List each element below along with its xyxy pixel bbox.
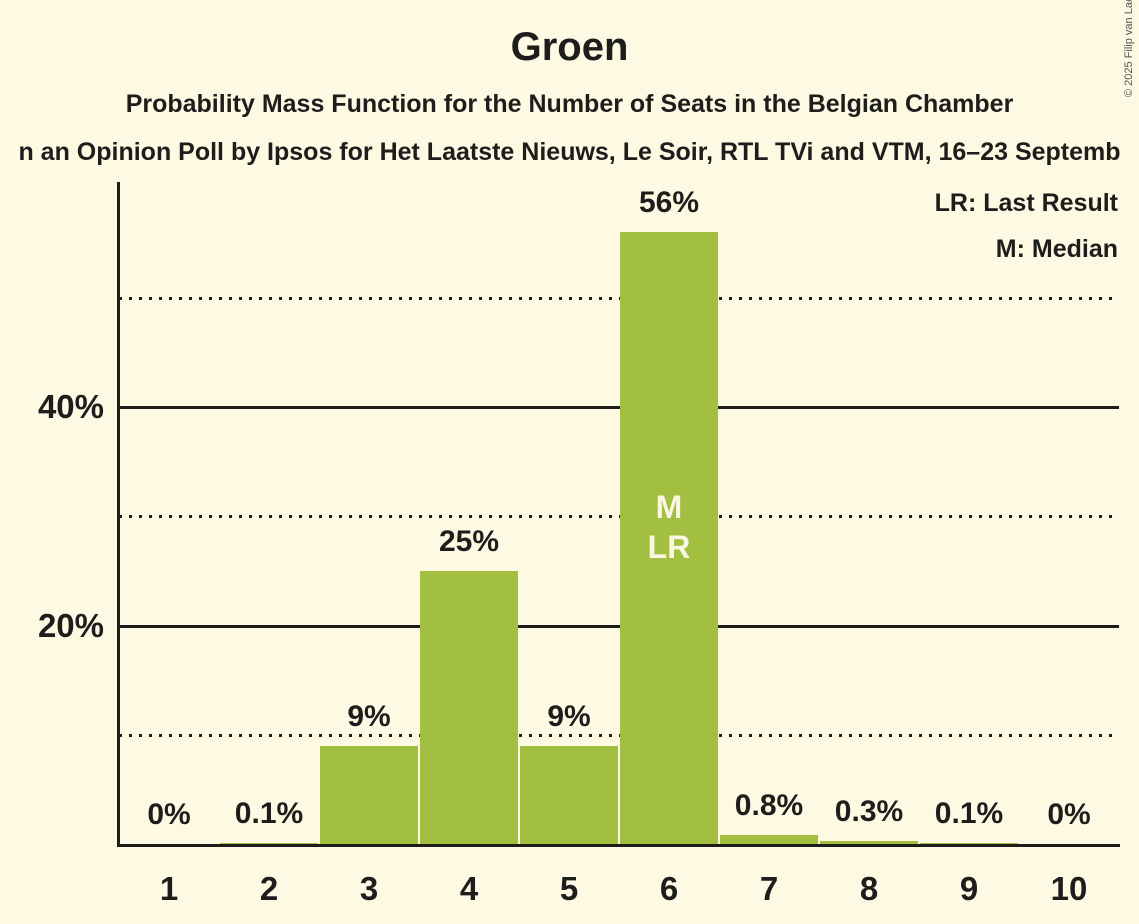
gridline-dotted-50 (119, 297, 1119, 300)
chart-subtitle-source: n an Opinion Poll by Ipsos for Het Laats… (18, 138, 1121, 166)
gridline-dotted-10 (119, 733, 1119, 737)
bar-value-label-6: 56% (638, 186, 700, 219)
bar-annotation-line-m: M (655, 489, 683, 525)
x-axis-tick-2: 2 (259, 870, 279, 907)
x-axis-tick-8: 8 (859, 870, 879, 907)
bar-seats-2 (220, 843, 318, 844)
x-axis-tick-3: 3 (359, 870, 379, 907)
bar-seats-5 (520, 746, 618, 844)
gridline-solid-20 (119, 624, 1119, 628)
chart-title: Groen (510, 25, 629, 69)
legend: LR: Last Result M: Median (935, 180, 1118, 272)
bar-seats-9 (920, 843, 1018, 844)
bar-value-label-3: 9% (347, 700, 391, 733)
bar-value-label-2: 0.1% (234, 797, 304, 830)
copyright-label: © 2025 Filip van Laenen (1123, 0, 1135, 97)
chart-subtitle: Probability Mass Function for the Number… (125, 90, 1014, 118)
legend-median: M: Median (995, 235, 1118, 263)
legend-last-result: LR: Last Result (934, 189, 1118, 217)
y-axis-line (117, 182, 120, 847)
x-axis-tick-1: 1 (159, 870, 179, 907)
bar-value-label-4: 25% (438, 525, 500, 558)
bar-value-label-1: 0% (147, 798, 191, 831)
bar-value-label-5: 9% (547, 700, 591, 733)
x-axis-tick-6: 6 (659, 870, 679, 907)
bar-seats-7 (720, 835, 818, 844)
bar-seats-3 (320, 746, 418, 844)
bar-value-label-10: 0% (1047, 798, 1091, 831)
y-axis-tick-20%: 20% (37, 606, 104, 644)
x-axis-tick-9: 9 (959, 870, 979, 907)
bar-seats-6 (620, 232, 718, 844)
bar-annotation-median-lastresult: M LR (619, 487, 719, 567)
y-axis-tick-40%: 40% (37, 388, 104, 426)
bar-value-label-8: 0.3% (834, 795, 904, 828)
bar-seats-8 (820, 841, 918, 844)
x-axis-tick-5: 5 (559, 870, 579, 907)
x-axis-tick-10: 10 (1050, 870, 1088, 907)
gridline-dotted-30 (119, 515, 1119, 519)
bar-seats-4 (420, 571, 518, 844)
bar-annotation-line-lr: LR (647, 529, 691, 565)
x-axis-line (117, 844, 1120, 847)
bar-value-label-9: 0.1% (934, 797, 1004, 830)
x-axis-tick-7: 7 (759, 870, 779, 907)
bar-value-label-7: 0.8% (734, 789, 804, 822)
gridline-solid-40 (119, 406, 1119, 410)
x-axis-tick-4: 4 (459, 870, 479, 907)
